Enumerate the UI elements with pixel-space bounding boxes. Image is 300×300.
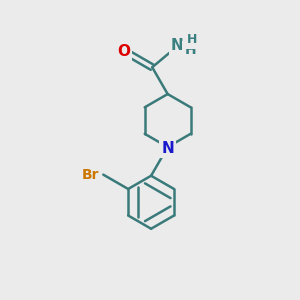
Text: H: H — [184, 43, 196, 57]
Text: N: N — [161, 141, 174, 156]
Text: N: N — [171, 38, 184, 53]
Text: Br: Br — [81, 168, 99, 182]
Text: H: H — [187, 34, 197, 46]
Text: O: O — [117, 44, 130, 59]
